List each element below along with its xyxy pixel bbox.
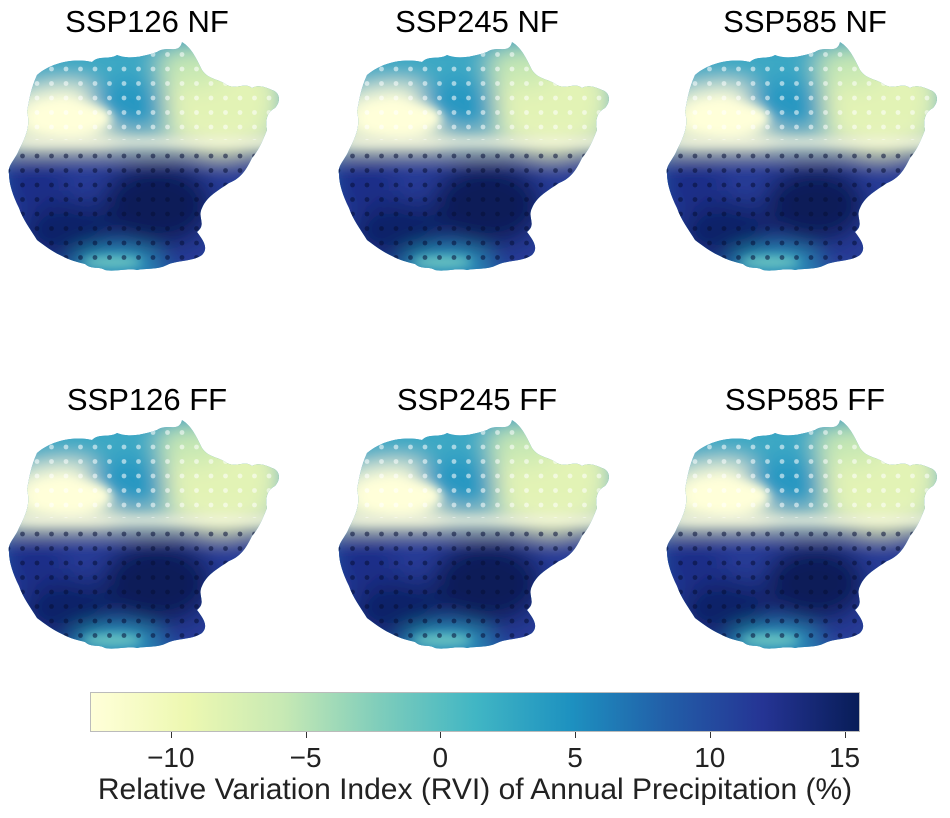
panel-title: SSP126 FF bbox=[66, 382, 228, 417]
rvi-map bbox=[8, 42, 279, 271]
colorbar-gradient bbox=[90, 692, 860, 732]
colorbar-tick-label: 15 bbox=[828, 742, 861, 773]
colorbar: −10 −5 0 5 10 15 bbox=[90, 692, 860, 773]
panel-title: SSP245 FF bbox=[396, 382, 558, 417]
rvi-map bbox=[666, 420, 937, 649]
colorbar-tick-label: 0 bbox=[432, 742, 449, 773]
colorbar-tick-label: −5 bbox=[289, 742, 322, 773]
panel-title: SSP585 NF bbox=[723, 4, 887, 39]
panel-title: SSP126 NF bbox=[65, 4, 229, 39]
colorbar-tick bbox=[709, 732, 711, 738]
map-panel-ssp585-nf: SSP585 NF bbox=[655, 0, 950, 330]
colorbar-tick bbox=[844, 732, 846, 738]
colorbar-tick-label: 5 bbox=[567, 742, 583, 773]
rvi-map bbox=[338, 420, 609, 649]
colorbar-tick bbox=[440, 732, 442, 738]
colorbar-label: Relative Variation Index (RVI) of Annual… bbox=[97, 773, 853, 806]
colorbar-tick-label: 10 bbox=[694, 742, 726, 773]
map-panel-ssp245-ff: SSP245 FF bbox=[327, 378, 627, 708]
colorbar-tick bbox=[170, 732, 172, 738]
colorbar-tick-label: −10 bbox=[147, 742, 195, 773]
rvi-map bbox=[338, 42, 609, 271]
colorbar-tick bbox=[305, 732, 307, 738]
map-panel-ssp126-ff: SSP126 FF bbox=[0, 378, 297, 708]
panel-title: SSP585 FF bbox=[724, 382, 886, 417]
map-panel-ssp245-nf: SSP245 NF bbox=[327, 0, 627, 330]
panel-title: SSP245 NF bbox=[395, 4, 559, 39]
rvi-map bbox=[8, 420, 279, 649]
map-panel-ssp585-ff: SSP585 FF bbox=[655, 378, 950, 708]
rvi-map bbox=[666, 42, 937, 271]
colorbar-tick bbox=[575, 732, 577, 738]
map-panel-ssp126-nf: SSP126 NF bbox=[0, 0, 297, 330]
